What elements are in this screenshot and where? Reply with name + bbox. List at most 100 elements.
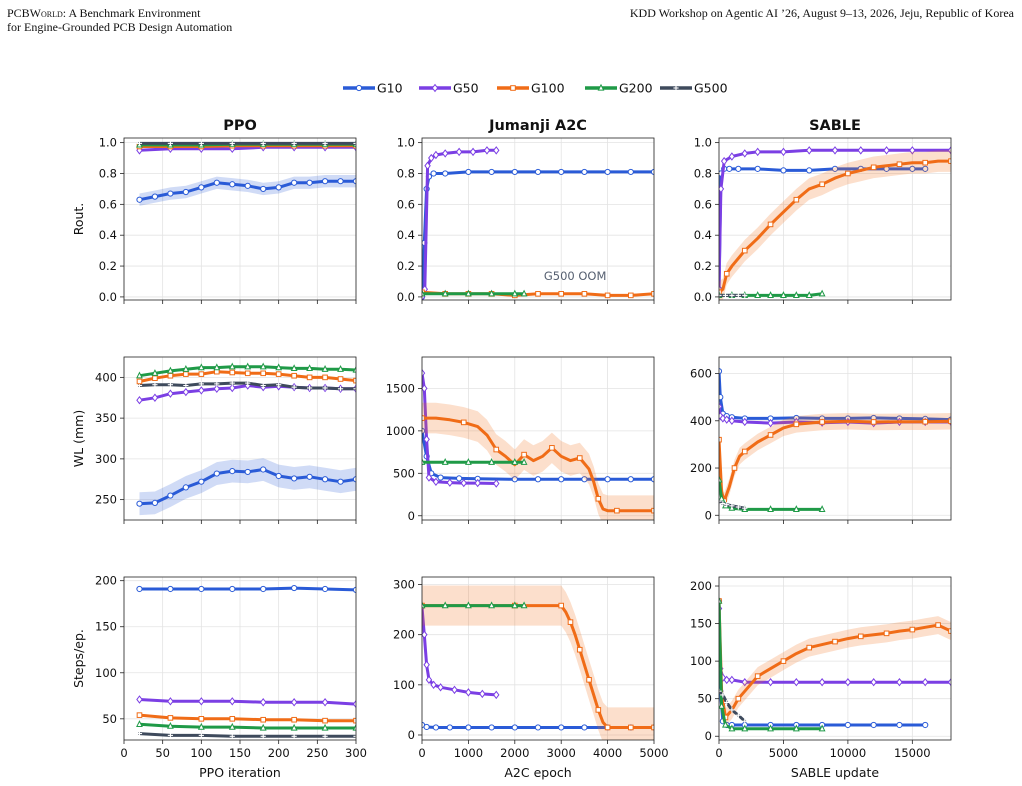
marker-g200 bbox=[767, 724, 774, 732]
line-g100 bbox=[719, 599, 951, 719]
plot-area bbox=[422, 357, 654, 520]
y-tick-label: 1500 bbox=[386, 381, 415, 395]
marker-g50 bbox=[479, 689, 486, 699]
marker-g50 bbox=[870, 677, 877, 687]
marker-g200 bbox=[780, 291, 787, 298]
marker-g10 bbox=[806, 167, 813, 174]
legend: G10 G50 G100 G200 G500 bbox=[343, 81, 728, 96]
marker-g100 bbox=[922, 159, 929, 166]
marker-g50 bbox=[352, 699, 356, 709]
line-g50 bbox=[422, 148, 498, 299]
marker-g100 bbox=[857, 633, 864, 640]
marker-g10 bbox=[456, 475, 463, 482]
marker-g10 bbox=[754, 165, 761, 172]
marker-g100 bbox=[754, 673, 761, 679]
x-tick-label: 300 bbox=[345, 746, 367, 760]
marker-g200 bbox=[151, 369, 159, 376]
y-tick-label: 600 bbox=[690, 367, 712, 381]
marker-g200 bbox=[511, 458, 519, 465]
x-tick-label: 5000 bbox=[639, 746, 668, 760]
marker-g200 bbox=[259, 362, 267, 370]
series-layer bbox=[136, 584, 356, 739]
y-tick-label: 0.8 bbox=[694, 166, 712, 180]
x-tick-label: 0 bbox=[120, 746, 127, 760]
y-tick-label: 0 bbox=[705, 508, 712, 522]
marker-g10 bbox=[136, 500, 143, 507]
marker-g10 bbox=[198, 585, 205, 593]
marker-g100 bbox=[576, 646, 583, 653]
y-tick-label: 0.0 bbox=[99, 290, 117, 304]
y-tick-label: 0.4 bbox=[694, 228, 712, 242]
y-axis-label-1: WL (mm) bbox=[71, 410, 86, 467]
marker-g10 bbox=[422, 427, 426, 434]
marker-g50 bbox=[728, 675, 736, 685]
marker-g10 bbox=[922, 165, 929, 172]
series-layer bbox=[719, 592, 951, 732]
marker-g200 bbox=[422, 601, 426, 609]
x-tick-label: 15000 bbox=[894, 746, 931, 760]
marker-g10 bbox=[291, 475, 298, 482]
y-tick-label: 500 bbox=[393, 466, 415, 480]
line-g50 bbox=[138, 698, 356, 706]
marker-g100 bbox=[651, 507, 654, 514]
marker-g10 bbox=[306, 179, 313, 186]
marker-g50 bbox=[741, 149, 749, 158]
panel-r0-c2: 0.0 0.2 0.4 0.6 0.8 1.0 bbox=[694, 136, 952, 304]
marker-g10 bbox=[321, 476, 329, 483]
marker-g100 bbox=[167, 372, 174, 379]
marker-g10 bbox=[182, 188, 189, 196]
y-tick-label: 300 bbox=[95, 452, 117, 466]
x-tick-label: 200 bbox=[268, 746, 290, 760]
marker-g200 bbox=[422, 458, 426, 465]
y-tick-label: 200 bbox=[393, 628, 415, 642]
y-tick-label: 400 bbox=[95, 370, 117, 384]
marker-g200 bbox=[719, 596, 723, 604]
marker-g50 bbox=[474, 478, 481, 488]
marker-g50 bbox=[767, 418, 774, 428]
marker-g10 bbox=[306, 473, 313, 480]
marker-g50 bbox=[198, 697, 205, 706]
panel-r0-c0: 0.0 0.2 0.4 0.6 0.8 1.0 bbox=[99, 136, 357, 304]
marker-g10 bbox=[581, 476, 588, 483]
marker-g50 bbox=[321, 698, 329, 707]
series-layer bbox=[422, 146, 654, 300]
marker-g10 bbox=[558, 476, 565, 483]
marker-g100 bbox=[198, 716, 205, 722]
y-tick-label: 0.2 bbox=[99, 259, 117, 273]
y-tick-label: 150 bbox=[95, 620, 117, 634]
marker-g10 bbox=[151, 499, 159, 506]
marker-g200 bbox=[488, 458, 496, 465]
marker-g50 bbox=[857, 146, 865, 155]
marker-g50 bbox=[493, 479, 500, 488]
marker-g100 bbox=[136, 378, 143, 385]
marker-g10 bbox=[275, 184, 282, 191]
marker-g200 bbox=[244, 362, 252, 370]
marker-g100 bbox=[735, 695, 742, 702]
marker-g200 bbox=[321, 365, 329, 372]
y-tick-label: 0.2 bbox=[694, 259, 712, 273]
band-g10 bbox=[139, 458, 356, 516]
y-tick-label: 0.4 bbox=[397, 228, 415, 242]
marker-g200 bbox=[818, 505, 826, 512]
running-header-left: PCBWorld: A Benchmark Environment for En… bbox=[7, 6, 232, 34]
marker-g100 bbox=[595, 495, 602, 502]
y-tick-label: 150 bbox=[690, 617, 712, 631]
marker-g200 bbox=[520, 601, 528, 609]
marker-g100 bbox=[595, 707, 602, 713]
marker-g50 bbox=[422, 384, 428, 393]
marker-g200 bbox=[767, 291, 774, 298]
marker-g200 bbox=[520, 458, 528, 465]
marker-g50 bbox=[136, 695, 143, 704]
marker-g10 bbox=[260, 466, 267, 473]
marker-g200 bbox=[182, 365, 190, 372]
marker-g100 bbox=[793, 421, 800, 428]
marker-g50 bbox=[198, 386, 205, 395]
marker-g200 bbox=[488, 289, 496, 297]
marker-g10 bbox=[213, 179, 220, 186]
marker-g10 bbox=[511, 724, 518, 731]
series-layer bbox=[136, 139, 356, 206]
marker-g10 bbox=[735, 165, 742, 172]
marker-g100 bbox=[909, 626, 916, 633]
x-tick-label: 100 bbox=[190, 746, 212, 760]
